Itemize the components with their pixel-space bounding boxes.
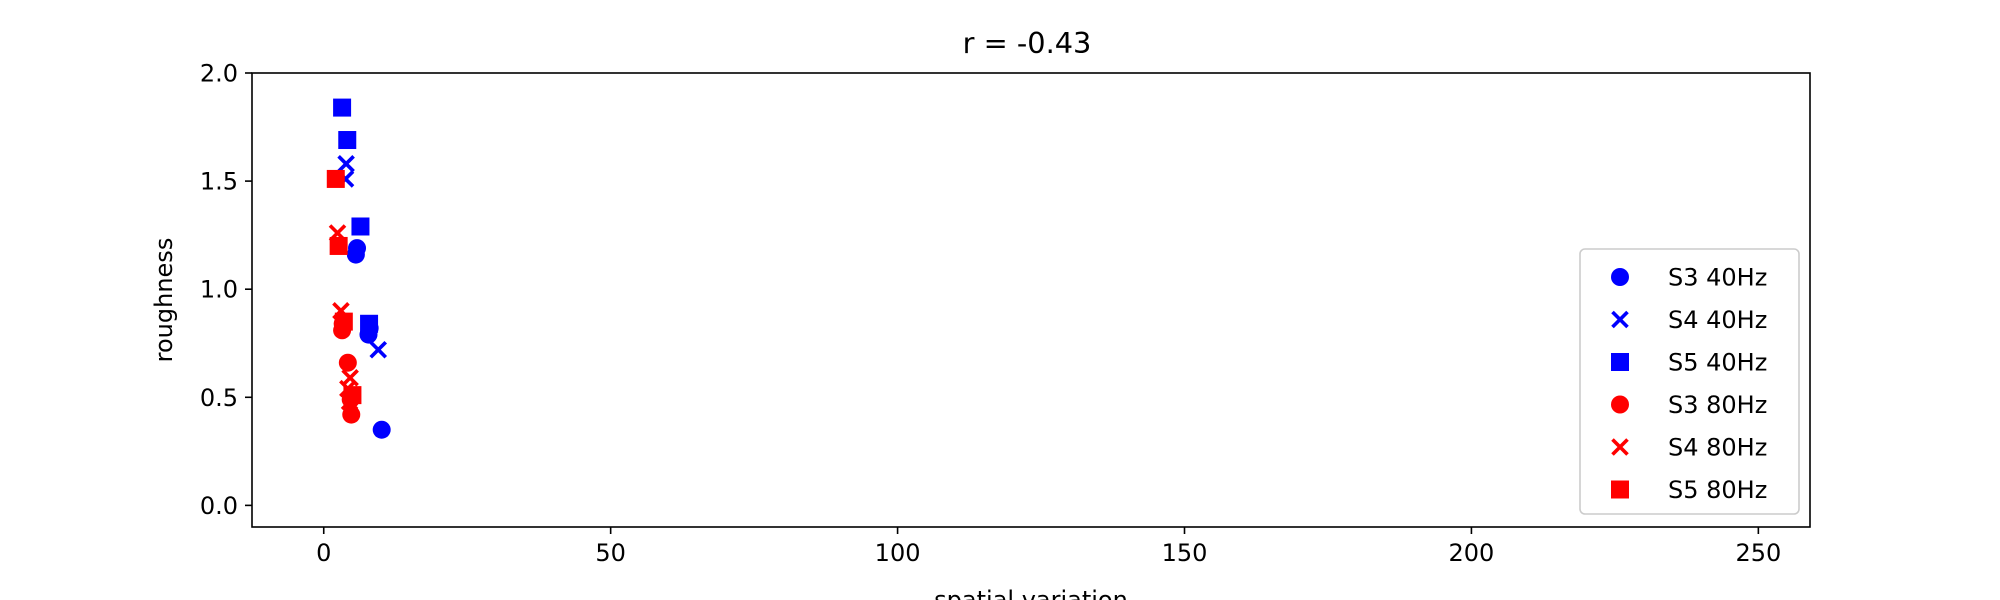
y-axis: 0.0 0.5 1.0 1.5 2.0	[200, 60, 252, 520]
legend-marker	[1611, 310, 1629, 329]
legend-marker	[1611, 268, 1629, 286]
data-point	[329, 236, 348, 255]
x-axis: 0 50 100 150 200 250	[316, 527, 1781, 567]
data-point	[346, 245, 365, 264]
legend-label: S3 80Hz	[1668, 391, 1767, 419]
x-axis-label: spatial variation	[934, 586, 1128, 600]
data-point	[334, 312, 353, 331]
y-tick-label: 1.5	[200, 168, 238, 196]
chart-title: r = -0.43	[963, 26, 1092, 60]
y-tick-label: 0.0	[200, 492, 238, 520]
data-point	[337, 155, 355, 173]
data-point	[372, 420, 391, 439]
y-axis-label: roughness	[150, 238, 178, 363]
data-point	[341, 369, 359, 387]
data-point	[338, 353, 357, 372]
legend-marker	[1611, 353, 1629, 371]
legend-label: S4 80Hz	[1668, 434, 1767, 462]
legend-label: S3 40Hz	[1668, 264, 1767, 292]
y-tick-label: 0.5	[200, 384, 238, 412]
legend-marker	[1611, 438, 1629, 456]
legend-box	[1579, 248, 1800, 515]
plot-area	[251, 72, 1811, 528]
data-point	[360, 314, 379, 333]
legend: S3 40Hz S4 40Hz S5 40Hz S3 80Hz S4 80Hz S5 80…	[1579, 248, 1800, 515]
y-tick-label: 1.0	[200, 276, 238, 304]
data-point	[338, 131, 357, 150]
data-point	[369, 340, 388, 359]
data-point	[326, 169, 345, 188]
data-points	[326, 98, 391, 439]
legend-marker	[1611, 395, 1629, 414]
data-point	[343, 386, 362, 405]
x-tick-label: 200	[1449, 539, 1495, 567]
legend-marker	[1611, 480, 1629, 499]
data-point	[351, 217, 370, 236]
y-tick-label: 2.0	[200, 60, 238, 88]
legend-label: S5 80Hz	[1668, 476, 1767, 504]
x-tick-label: 50	[595, 539, 626, 567]
x-tick-label: 150	[1162, 539, 1208, 567]
x-tick-label: 100	[875, 539, 921, 567]
legend-label: S4 40Hz	[1668, 306, 1767, 334]
x-tick-label: 250	[1735, 539, 1781, 567]
data-point	[333, 98, 352, 117]
x-tick-label: 0	[316, 539, 331, 567]
legend-label: S5 40Hz	[1668, 349, 1767, 377]
